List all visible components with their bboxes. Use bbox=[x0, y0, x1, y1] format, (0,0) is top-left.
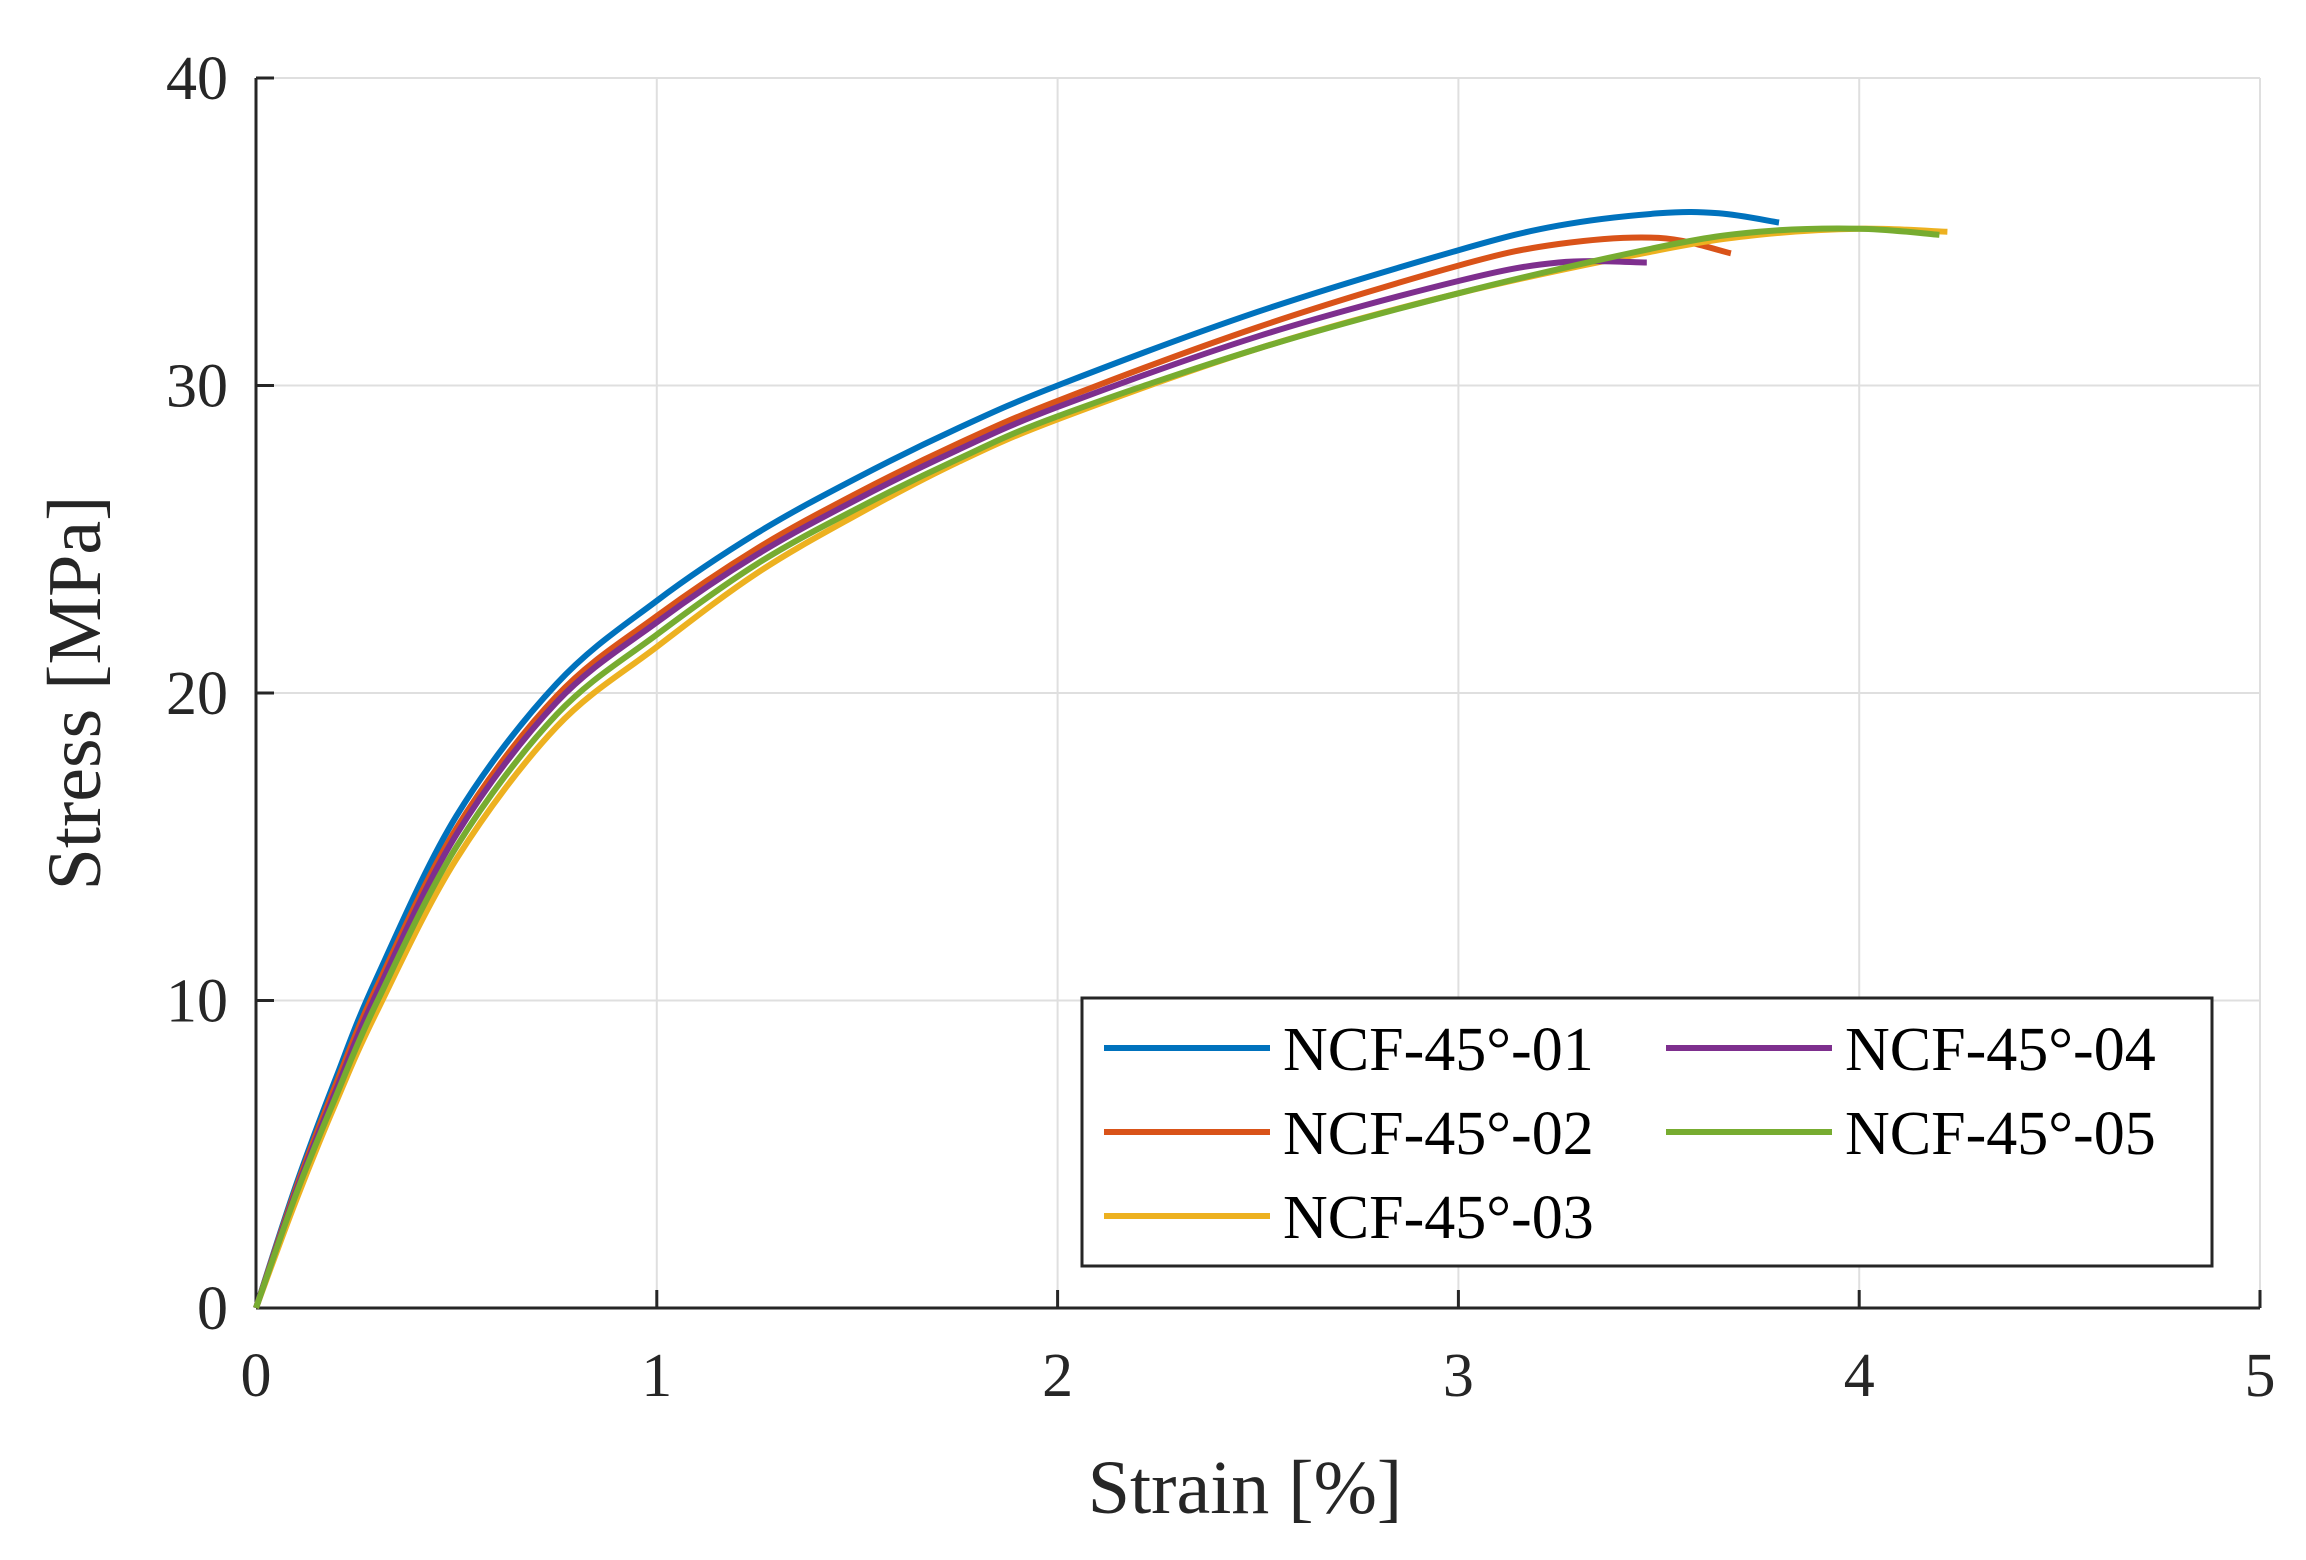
legend: NCF-45°-01 NCF-45°-02 NCF-45°-03 NCF-45°… bbox=[1080, 996, 2214, 1268]
series-lines bbox=[253, 208, 1948, 1310]
legend-label-ncf-45-01: NCF-45°-01 bbox=[1283, 1016, 1594, 1084]
y-tick-label: 10 bbox=[166, 968, 228, 1036]
x-tick-label: 2 bbox=[1042, 1342, 1073, 1410]
axes bbox=[254, 76, 2262, 1310]
x-tick-label: 0 bbox=[241, 1342, 272, 1410]
series-line-5 bbox=[253, 225, 1940, 1309]
y-tick-label: 30 bbox=[166, 353, 228, 421]
y-tick-label: 40 bbox=[166, 45, 228, 113]
x-axis-title: Strain [%] bbox=[1088, 1446, 1402, 1530]
y-tick-label: 0 bbox=[197, 1275, 228, 1343]
legend-label-ncf-45-04: NCF-45°-04 bbox=[1845, 1016, 2156, 1084]
x-tick-label: 4 bbox=[1844, 1342, 1875, 1410]
series-line-1 bbox=[253, 208, 1780, 1309]
legend-label-ncf-45-02: NCF-45°-02 bbox=[1283, 1100, 1594, 1168]
legend-label-ncf-45-03: NCF-45°-03 bbox=[1283, 1184, 1594, 1252]
tick-labels: 0 1 2 3 4 5 0 10 20 30 40 bbox=[166, 45, 2276, 1410]
legend-label-ncf-45-05: NCF-45°-05 bbox=[1845, 1100, 2156, 1168]
x-tick-label: 1 bbox=[641, 1342, 672, 1410]
legend-box bbox=[1080, 996, 2214, 1268]
series-line-3 bbox=[253, 225, 1948, 1310]
y-axis-title: Stress [MPa] bbox=[33, 496, 117, 891]
x-tick-label: 5 bbox=[2245, 1342, 2276, 1410]
y-tick-label: 20 bbox=[166, 660, 228, 728]
x-tick-label: 3 bbox=[1443, 1342, 1474, 1410]
